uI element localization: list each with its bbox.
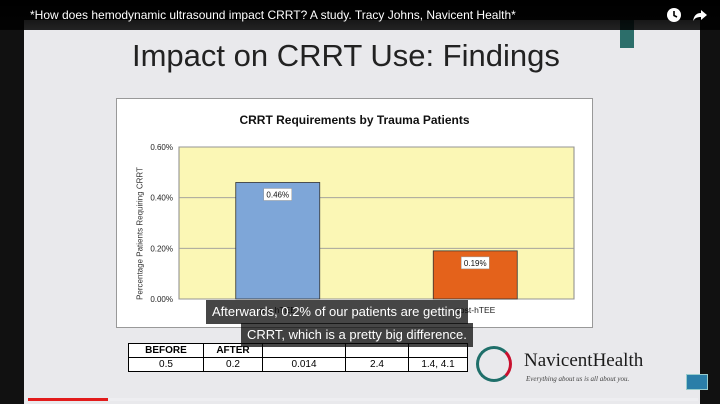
stats-table: BEFORE AFTER 0.5 0.2 0.014 2.4 1.4, 4.1: [128, 343, 468, 372]
clock-icon[interactable]: [666, 7, 682, 23]
video-top-bar: *How does hemodynamic ultrasound impact …: [0, 0, 720, 30]
chart-title: CRRT Requirements by Trauma Patients: [239, 113, 470, 127]
table-row: 0.5 0.2 0.014 2.4 1.4, 4.1: [128, 357, 468, 372]
progress-bar[interactable]: [28, 398, 698, 401]
bar: [235, 182, 321, 300]
caption-line-2: CRRT, which is a pretty big difference.: [241, 323, 473, 347]
bar-chart: 0.00%0.20%0.40%0.60%0.46%pre-hTEE0.19%po…: [150, 143, 575, 315]
y-tick-label: 0.20%: [150, 244, 173, 253]
chart-frame: CRRT Requirements by Trauma Patients Per…: [116, 98, 593, 328]
caption-line-1: Afterwards, 0.2% of our patients are get…: [206, 300, 469, 324]
video-title[interactable]: *How does hemodynamic ultrasound impact …: [30, 8, 516, 22]
table-cell: 0.014: [262, 357, 346, 372]
logo-tagline: Everything about us is all about you.: [526, 375, 630, 383]
slide-title: Impact on CRRT Use: Findings: [132, 38, 560, 73]
presentation-slide: Impact on CRRT Use: Findings CRRT Requir…: [24, 20, 700, 404]
table-header-cell: BEFORE: [128, 343, 204, 358]
x-tick-label: post-hTEE: [455, 305, 495, 315]
navicent-health-logo: NavicentHealth Everything about us is al…: [470, 342, 643, 394]
table-cell: 0.5: [128, 357, 204, 372]
data-label-box: [461, 256, 490, 270]
logo-mark-icon: [476, 346, 512, 382]
data-label-box: [263, 188, 292, 201]
share-icon[interactable]: [692, 7, 708, 23]
data-label: 0.46%: [266, 190, 289, 199]
y-tick-label: 0.00%: [150, 295, 173, 304]
data-label: 0.19%: [464, 259, 487, 268]
table-cell: 2.4: [345, 357, 409, 372]
logo-name: NavicentHealth: [524, 350, 644, 371]
y-tick-label: 0.40%: [150, 194, 173, 203]
table-cell: 0.2: [203, 357, 263, 372]
watermark-icon: [686, 374, 708, 390]
progress-fill: [28, 398, 109, 401]
table-cell: 1.4, 4.1: [408, 357, 468, 372]
y-tick-label: 0.60%: [150, 143, 173, 152]
